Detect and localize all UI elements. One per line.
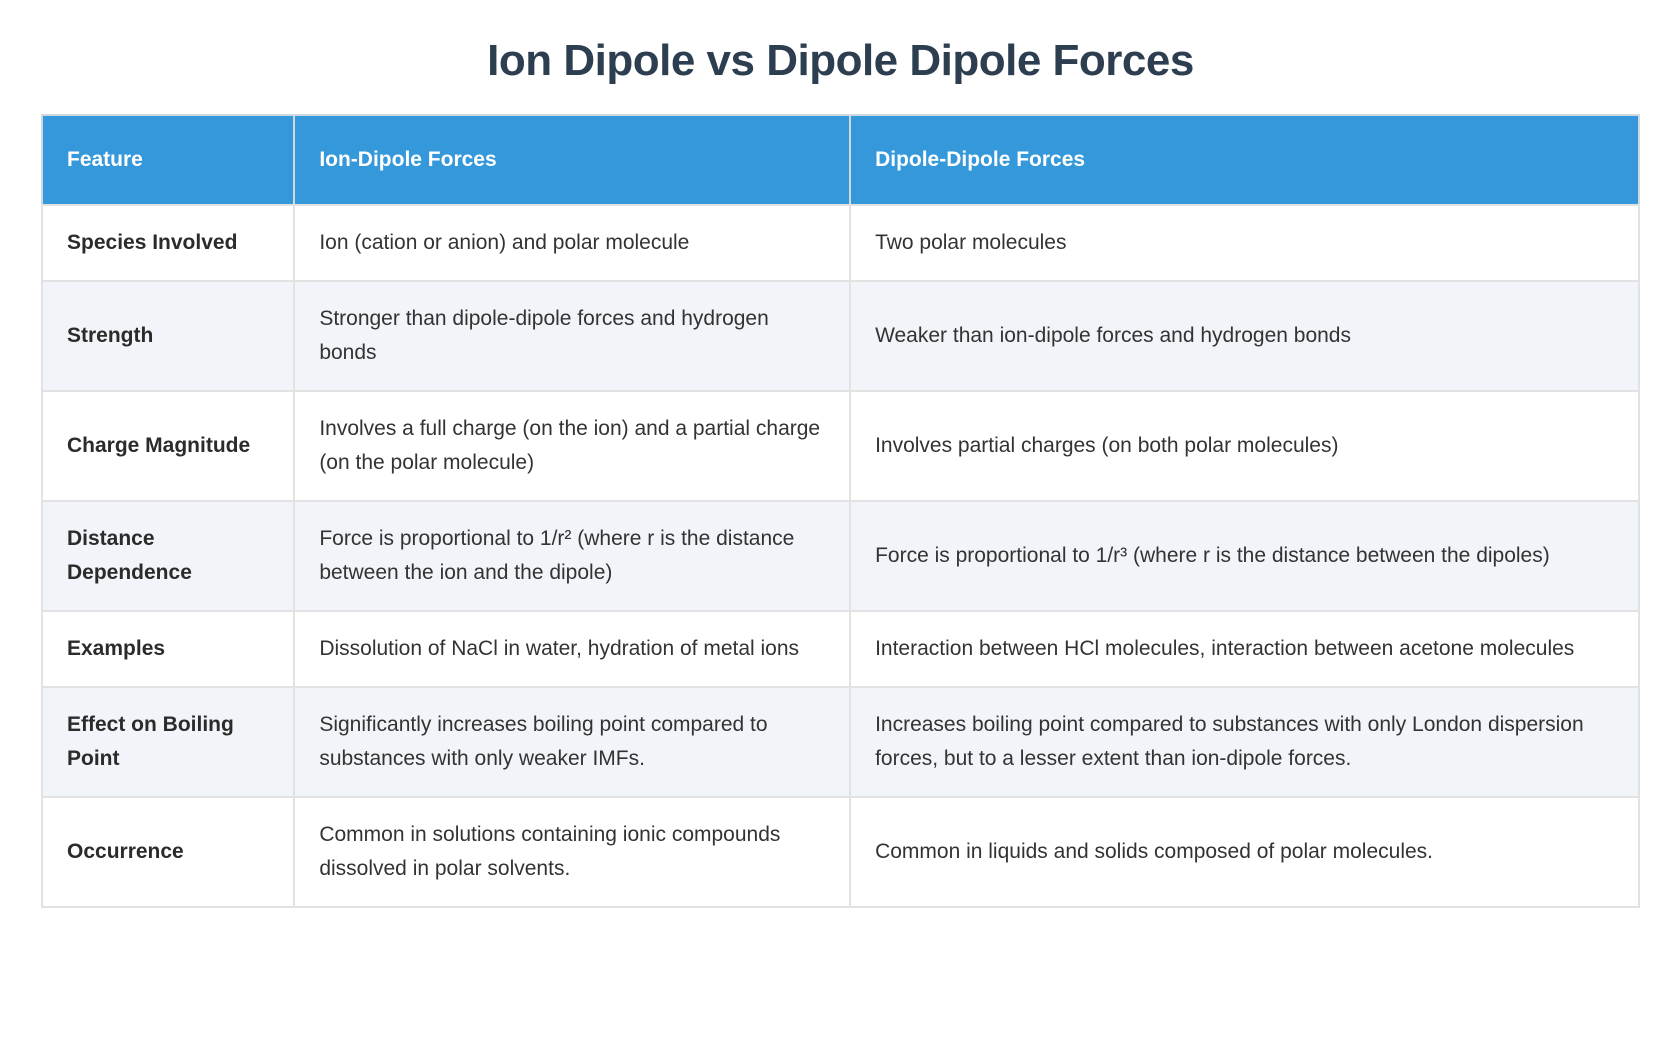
ion-dipole-cell: Involves a full charge (on the ion) and … — [293, 390, 852, 503]
dipole-dipole-cell: Increases boiling point compared to subs… — [849, 686, 1640, 799]
feature-cell: Strength — [40, 280, 296, 393]
table-body: Species Involved Ion (cation or anion) a… — [40, 204, 1640, 909]
table-row: Strength Stronger than dipole-dipole for… — [40, 280, 1640, 393]
ion-dipole-cell: Stronger than dipole-dipole forces and h… — [293, 280, 852, 393]
dipole-dipole-cell: Weaker than ion-dipole forces and hydrog… — [849, 280, 1640, 393]
column-header-ion-dipole: Ion-Dipole Forces — [293, 113, 852, 207]
dipole-dipole-cell: Involves partial charges (on both polar … — [849, 390, 1640, 503]
header-row: Feature Ion-Dipole Forces Dipole-Dipole … — [40, 113, 1640, 207]
feature-cell: Species Involved — [40, 204, 296, 283]
table-header: Feature Ion-Dipole Forces Dipole-Dipole … — [40, 113, 1640, 207]
ion-dipole-cell: Force is proportional to 1/r² (where r i… — [293, 500, 852, 613]
feature-cell: Examples — [40, 610, 296, 689]
ion-dipole-cell: Ion (cation or anion) and polar molecule — [293, 204, 852, 283]
table-row: Occurrence Common in solutions containin… — [40, 796, 1640, 909]
feature-cell: Effect on Boiling Point — [40, 686, 296, 799]
column-header-dipole-dipole: Dipole-Dipole Forces — [849, 113, 1640, 207]
ion-dipole-cell: Common in solutions containing ionic com… — [293, 796, 852, 909]
table-row: Examples Dissolution of NaCl in water, h… — [40, 610, 1640, 689]
comparison-table: Feature Ion-Dipole Forces Dipole-Dipole … — [40, 113, 1640, 909]
page-title: Ion Dipole vs Dipole Dipole Forces — [487, 36, 1194, 85]
feature-cell: Distance Dependence — [40, 500, 296, 613]
dipole-dipole-cell: Common in liquids and solids composed of… — [849, 796, 1640, 909]
ion-dipole-cell: Dissolution of NaCl in water, hydration … — [293, 610, 852, 689]
feature-cell: Charge Magnitude — [40, 390, 296, 503]
dipole-dipole-cell: Force is proportional to 1/r³ (where r i… — [849, 500, 1640, 613]
table-row: Charge Magnitude Involves a full charge … — [40, 390, 1640, 503]
table-row: Distance Dependence Force is proportiona… — [40, 500, 1640, 613]
feature-cell: Occurrence — [40, 796, 296, 909]
ion-dipole-cell: Significantly increases boiling point co… — [293, 686, 852, 799]
table-row: Effect on Boiling Point Significantly in… — [40, 686, 1640, 799]
column-header-feature: Feature — [40, 113, 296, 207]
dipole-dipole-cell: Two polar molecules — [849, 204, 1640, 283]
table-row: Species Involved Ion (cation or anion) a… — [40, 204, 1640, 283]
dipole-dipole-cell: Interaction between HCl molecules, inter… — [849, 610, 1640, 689]
